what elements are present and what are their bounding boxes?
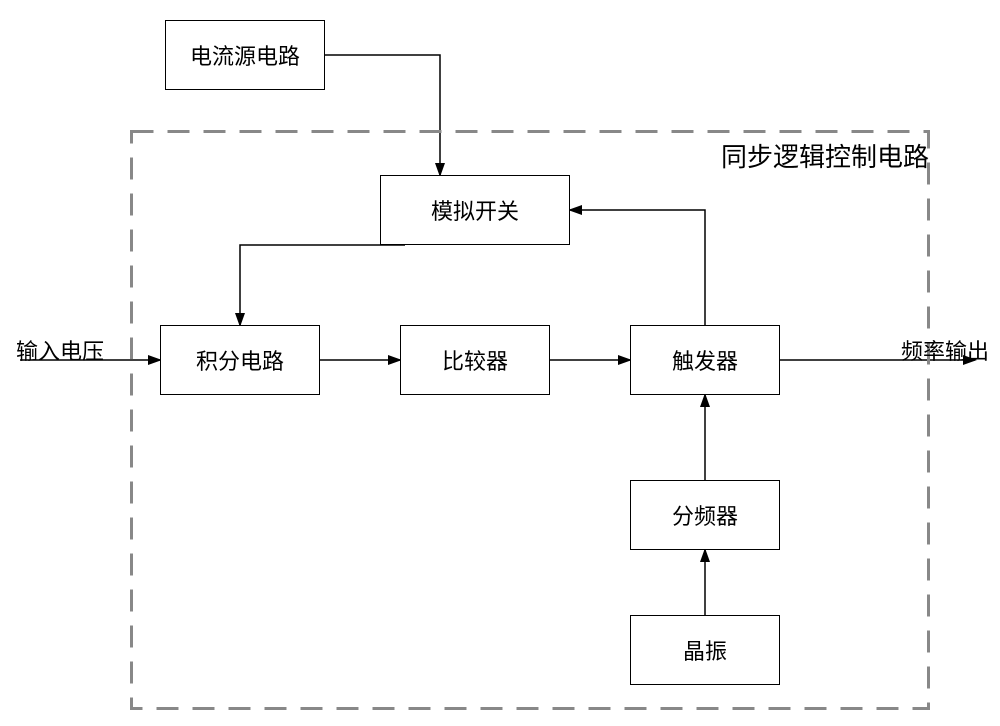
frequency-output-label: 频率输出 — [895, 335, 995, 365]
node-label: 晶振 — [683, 634, 727, 666]
node-analog_switch: 模拟开关 — [380, 175, 570, 245]
sync-logic-title: 同步逻辑控制电路 — [690, 135, 960, 175]
frequency-output-label-text: 频率输出 — [901, 334, 989, 366]
input-voltage-label: 输入电压 — [10, 335, 110, 365]
node-label: 分频器 — [672, 499, 738, 531]
node-crystal: 晶振 — [630, 615, 780, 685]
node-trigger: 触发器 — [630, 325, 780, 395]
node-current_source: 电流源电路 — [165, 20, 325, 90]
node-integrator: 积分电路 — [160, 325, 320, 395]
node-label: 触发器 — [672, 344, 738, 376]
node-label: 积分电路 — [196, 344, 284, 376]
input-voltage-label-text: 输入电压 — [16, 334, 104, 366]
node-divider: 分频器 — [630, 480, 780, 550]
node-label: 电流源电路 — [190, 39, 300, 71]
node-label: 模拟开关 — [431, 194, 519, 226]
sync-logic-title-text: 同步逻辑控制电路 — [721, 137, 929, 174]
node-comparator: 比较器 — [400, 325, 550, 395]
node-label: 比较器 — [442, 344, 508, 376]
